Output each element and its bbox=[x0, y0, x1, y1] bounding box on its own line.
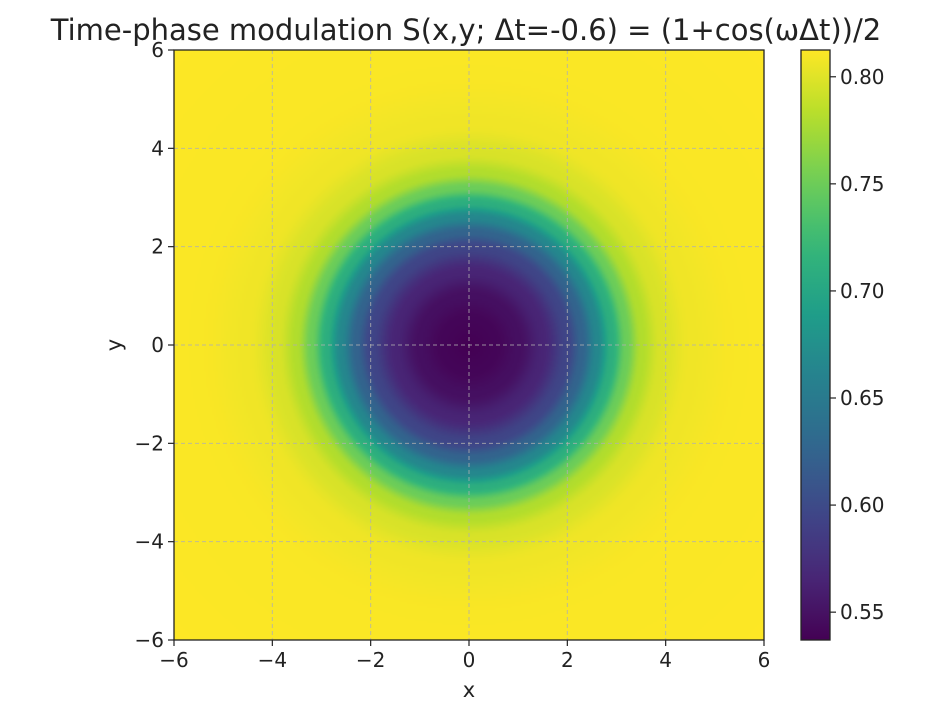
colorbar-tick-label: 0.75 bbox=[840, 172, 885, 196]
colorbar-tick-label: 0.80 bbox=[840, 65, 885, 89]
y-axis-label: y bbox=[102, 339, 126, 351]
x-tick-label: 2 bbox=[561, 648, 574, 672]
y-tick-label: −2 bbox=[135, 431, 164, 455]
colorbar-tick-label: 0.55 bbox=[840, 600, 885, 624]
x-axis-label: x bbox=[463, 678, 475, 702]
y-tick-label: −4 bbox=[135, 530, 164, 554]
x-tick-label: 0 bbox=[463, 648, 476, 672]
x-tick-label: 6 bbox=[758, 648, 771, 672]
grid-lines bbox=[174, 50, 764, 640]
colorbar-tick-label: 0.65 bbox=[840, 386, 885, 410]
y-axis-ticks: −6 −4 −2 0 2 4 6 bbox=[135, 38, 174, 652]
colorbar: 0.55 0.60 0.65 0.70 0.75 0.80 bbox=[800, 49, 885, 641]
x-axis-ticks: −6 −4 −2 0 2 4 6 bbox=[159, 640, 770, 672]
plot-area bbox=[173, 49, 765, 641]
colorbar-gradient bbox=[801, 50, 830, 640]
y-tick-label: 4 bbox=[151, 136, 164, 160]
chart-title: Time-phase modulation S(x,y; Δt=-0.6) = … bbox=[50, 13, 881, 47]
x-tick-label: −6 bbox=[159, 648, 188, 672]
colorbar-frame bbox=[800, 49, 831, 641]
y-tick-label: 0 bbox=[151, 333, 164, 357]
y-tick-label: 6 bbox=[151, 38, 164, 62]
colorbar-tick-label: 0.70 bbox=[840, 279, 885, 303]
colorbar-tick-label: 0.60 bbox=[840, 493, 885, 517]
y-tick-label: 2 bbox=[151, 235, 164, 259]
x-tick-label: −2 bbox=[356, 648, 385, 672]
colorbar-ticks: 0.55 0.60 0.65 0.70 0.75 0.80 bbox=[830, 65, 885, 624]
x-tick-label: −4 bbox=[258, 648, 287, 672]
y-tick-label: −6 bbox=[135, 628, 164, 652]
x-tick-label: 4 bbox=[659, 648, 672, 672]
